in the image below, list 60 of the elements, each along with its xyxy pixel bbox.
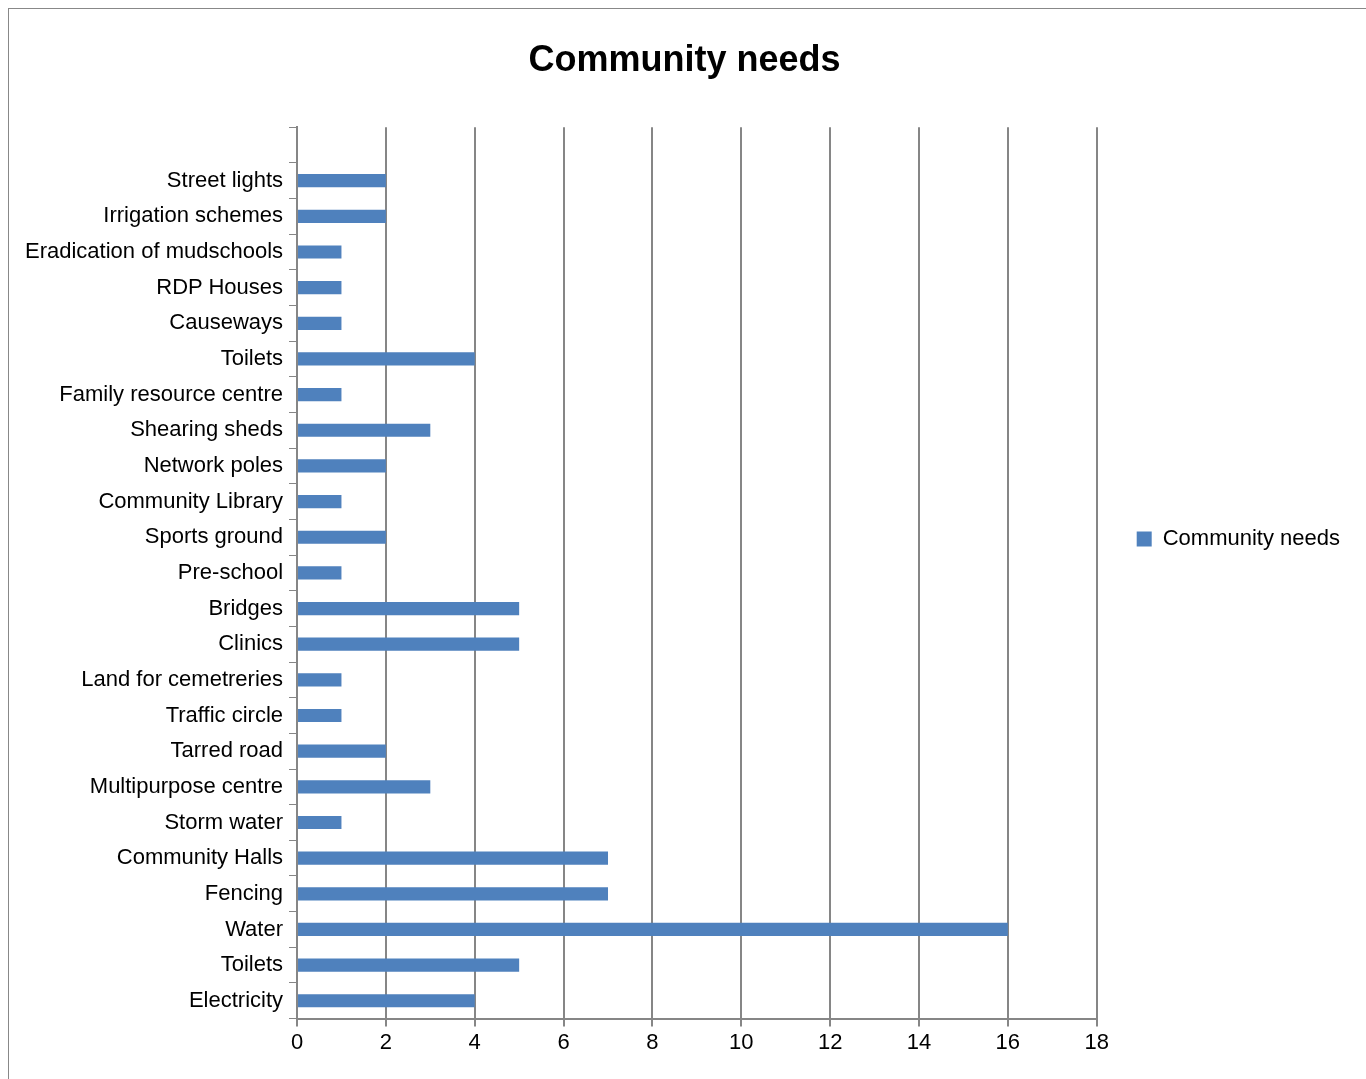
y-tick-label: Traffic circle xyxy=(165,701,284,727)
y-tick-label: Tarred road xyxy=(170,737,284,763)
y-tick-label: Irrigation schemes xyxy=(103,202,284,228)
bar xyxy=(298,245,342,259)
bar xyxy=(298,815,342,830)
bar xyxy=(298,673,342,687)
y-tick-label: Network poles xyxy=(143,451,284,477)
bar xyxy=(298,459,386,473)
y-tick-label: Multipurpose centre xyxy=(89,772,284,798)
x-tick-label: 0 xyxy=(290,1028,304,1054)
y-tick-label: Bridges xyxy=(208,594,284,620)
y-tick-label: Shearing sheds xyxy=(130,416,284,442)
bar xyxy=(298,851,609,865)
y-tick-label: Water xyxy=(225,915,284,941)
bar xyxy=(298,994,475,1008)
y-tick-label: RDP Houses xyxy=(156,273,284,299)
bar xyxy=(298,494,342,509)
bar xyxy=(298,316,342,330)
bar xyxy=(298,887,609,901)
x-tick-label: 2 xyxy=(379,1028,392,1054)
y-tick-label: Storm water xyxy=(164,808,284,834)
y-tick-label: Pre-school xyxy=(177,558,284,584)
bar xyxy=(298,958,520,972)
bar xyxy=(298,530,386,544)
bar xyxy=(298,780,431,794)
bar xyxy=(298,423,431,437)
bar xyxy=(298,352,475,366)
x-tick-label: 12 xyxy=(817,1028,843,1054)
legend-label: Community needs xyxy=(1162,525,1341,551)
bar xyxy=(298,566,342,580)
bar xyxy=(298,708,342,723)
bar xyxy=(298,174,386,188)
y-tick-label: Sports ground xyxy=(144,523,284,549)
x-tick-label: 8 xyxy=(646,1028,659,1054)
bar xyxy=(298,922,1008,937)
x-tick-label: 10 xyxy=(729,1028,754,1054)
y-tick-label: Fencing xyxy=(204,879,284,905)
x-tick-label: 14 xyxy=(906,1028,932,1054)
y-tick-label: Land for cemetreries xyxy=(81,665,284,691)
y-tick-label: Clinics xyxy=(218,630,284,656)
bar xyxy=(298,637,520,651)
y-tick-label: Eradication of mudschools xyxy=(25,238,284,264)
bar xyxy=(298,281,342,295)
y-tick-label: Electricity xyxy=(188,986,284,1012)
y-tick-label: Toilets xyxy=(220,345,284,371)
x-tick-label: 18 xyxy=(1084,1028,1109,1054)
bar xyxy=(298,388,342,402)
y-tick-label: Community Halls xyxy=(116,844,284,870)
x-tick-label: 4 xyxy=(468,1028,481,1054)
y-tick-label: Toilets xyxy=(220,951,284,977)
bar xyxy=(298,601,520,616)
x-tick-label: 16 xyxy=(995,1028,1021,1054)
bar xyxy=(298,209,386,223)
y-tick-label: Causeways xyxy=(169,309,284,335)
y-tick-label: Family resource centre xyxy=(59,380,284,406)
x-tick-label: 6 xyxy=(557,1028,570,1054)
y-tick-label: Community Library xyxy=(98,487,284,513)
chart-title: Community needs xyxy=(528,37,841,79)
bar xyxy=(298,744,386,758)
y-tick-label: Street lights xyxy=(166,166,284,192)
